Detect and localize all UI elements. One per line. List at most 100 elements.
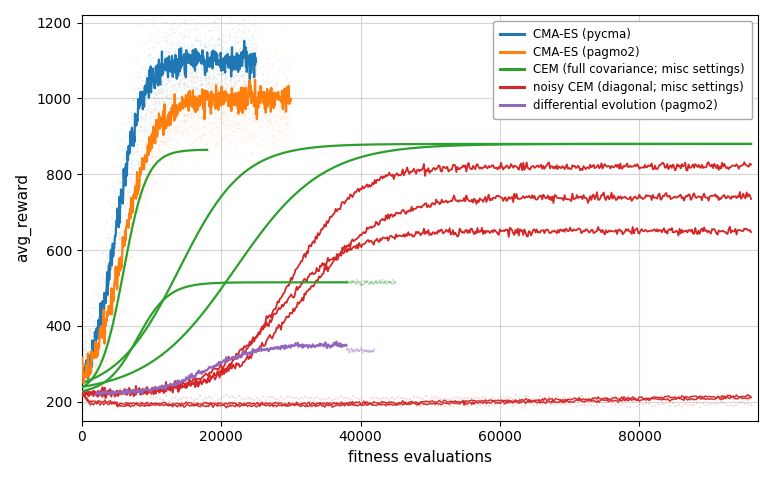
Point: [171, 139, 183, 147]
Point: [182, 90, 194, 98]
Point: [458, 394, 471, 402]
Point: [172, 142, 185, 149]
Point: [105, 238, 117, 246]
Point: [113, 236, 125, 244]
Point: [116, 389, 128, 397]
Point: [115, 279, 128, 287]
Point: [101, 360, 114, 368]
Point: [658, 400, 670, 408]
Point: [176, 97, 189, 105]
Point: [195, 41, 207, 49]
Point: [250, 119, 263, 126]
Point: [248, 60, 261, 68]
Point: [158, 132, 171, 140]
Point: [480, 402, 492, 409]
Point: [104, 339, 117, 347]
Point: [200, 81, 213, 89]
Point: [132, 207, 145, 215]
Point: [178, 112, 190, 120]
Point: [209, 96, 222, 103]
Point: [133, 179, 145, 186]
Point: [182, 112, 194, 120]
Point: [123, 113, 135, 121]
Point: [117, 224, 129, 231]
Point: [246, 91, 258, 99]
Point: [148, 92, 160, 100]
Point: [92, 348, 104, 355]
Point: [80, 307, 93, 314]
Point: [189, 122, 201, 130]
Point: [225, 26, 237, 34]
Point: [132, 184, 145, 192]
Point: [246, 132, 258, 140]
Point: [207, 109, 220, 117]
Point: [192, 108, 204, 115]
Point: [196, 373, 209, 381]
Point: [208, 61, 220, 69]
Point: [128, 236, 140, 243]
Point: [148, 120, 160, 128]
Point: [178, 109, 190, 117]
Point: [226, 85, 239, 93]
Point: [139, 163, 152, 170]
Point: [100, 321, 112, 329]
Point: [111, 302, 124, 310]
Point: [243, 26, 256, 34]
Point: [234, 59, 247, 66]
Point: [190, 111, 203, 119]
Point: [87, 336, 99, 344]
Point: [133, 193, 145, 201]
Point: [191, 52, 203, 60]
Point: [202, 67, 214, 74]
Point: [351, 279, 363, 287]
Point: [126, 146, 138, 154]
Point: [155, 165, 168, 173]
Point: [247, 89, 260, 97]
Point: [155, 106, 168, 113]
Point: [273, 120, 285, 128]
Point: [518, 166, 530, 173]
Point: [326, 396, 339, 404]
Point: [110, 248, 122, 256]
Point: [139, 64, 152, 72]
Point: [84, 312, 97, 320]
Point: [183, 64, 196, 72]
Point: [169, 100, 181, 108]
Point: [257, 121, 270, 129]
Point: [250, 98, 263, 106]
Point: [228, 91, 240, 99]
Point: [143, 31, 155, 38]
Point: [219, 93, 231, 100]
Point: [138, 192, 150, 200]
Point: [153, 61, 165, 69]
Point: [192, 36, 205, 44]
Point: [146, 152, 158, 159]
Point: [245, 18, 257, 25]
Point: [232, 99, 244, 107]
Point: [168, 99, 180, 107]
Point: [203, 73, 215, 81]
Point: [104, 310, 117, 317]
Point: [161, 94, 173, 102]
Point: [121, 251, 133, 259]
Point: [254, 97, 267, 105]
Point: [81, 310, 94, 317]
Point: [98, 320, 111, 327]
Point: [105, 238, 117, 246]
Point: [195, 139, 207, 147]
Point: [271, 112, 284, 120]
Point: [260, 121, 272, 129]
Point: [213, 115, 225, 122]
Point: [278, 113, 291, 120]
Point: [410, 394, 423, 401]
Point: [244, 402, 257, 410]
Point: [147, 72, 159, 80]
Point: [247, 88, 260, 96]
Point: [189, 125, 202, 132]
Point: [225, 75, 237, 83]
Point: [209, 91, 221, 98]
Point: [195, 106, 207, 114]
Point: [501, 400, 513, 408]
Point: [93, 256, 105, 264]
Point: [81, 339, 94, 347]
